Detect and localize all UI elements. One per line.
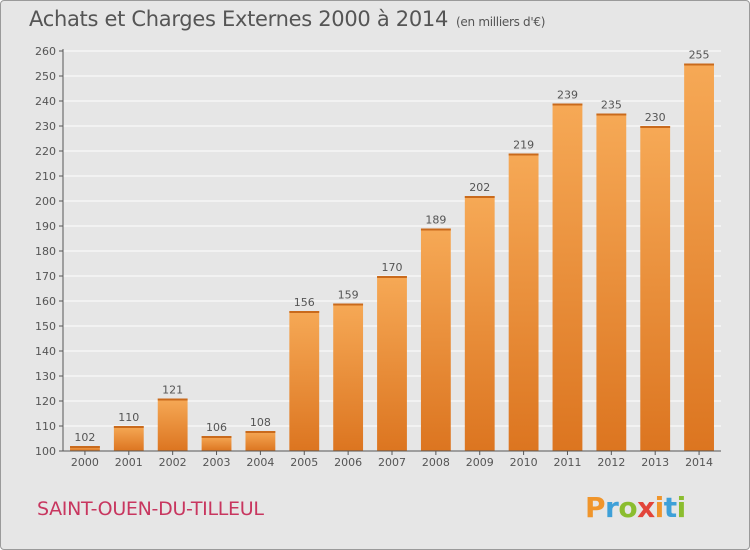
x-tick-label: 2011: [553, 456, 581, 469]
x-tick-label: 2005: [290, 456, 318, 469]
bar-top-edge: [464, 196, 495, 198]
x-tick-label: 2000: [71, 456, 99, 469]
proxiti-logo: Proxiti: [585, 491, 686, 524]
bar: [596, 113, 627, 451]
bar-value-label: 189: [425, 214, 446, 227]
bar: [377, 276, 407, 451]
bar-value-label: 108: [250, 416, 271, 429]
bar-value-label: 219: [513, 139, 534, 152]
bar-value-label: 230: [645, 111, 666, 124]
axes: [62, 49, 721, 452]
x-tick-label: 2007: [378, 456, 406, 469]
bar-top-edge: [552, 103, 583, 106]
bar-top-edge: [377, 276, 407, 278]
bar-top-edge: [640, 126, 671, 128]
x-tick-label: 2014: [685, 456, 713, 469]
bar: [333, 303, 364, 451]
bars: [70, 63, 714, 451]
bar: [464, 196, 495, 451]
x-tick-label: 2012: [597, 456, 625, 469]
bar-value-label: 110: [118, 411, 139, 424]
data-labels: 102 110 121 106 108 156 159 170 189 202 219 239 235 2…: [74, 49, 709, 445]
y-tick-label: 100: [35, 445, 56, 458]
bar: [552, 103, 583, 451]
y-tick-label: 170: [35, 270, 56, 283]
bar: [157, 398, 188, 451]
chart-title: Achats et Charges Externes 2000 à 2014 (e…: [29, 7, 545, 31]
y-tick-label: 260: [35, 45, 56, 58]
bar-top-edge: [420, 228, 451, 231]
bar-value-label: 106: [206, 421, 227, 434]
chart-subtitle: (en milliers d'€): [456, 15, 546, 29]
bar-top-edge: [70, 446, 100, 448]
bar-top-edge: [508, 153, 539, 156]
y-tick-label: 140: [35, 345, 56, 358]
y-tick-label: 130: [35, 370, 56, 383]
bar: [684, 63, 714, 451]
bar-value-label: 156: [294, 296, 315, 309]
bar-value-label: 235: [601, 99, 622, 112]
bar-value-label: 239: [557, 89, 578, 102]
bar-top-edge: [201, 436, 232, 438]
y-tick-label: 210: [35, 170, 56, 183]
bar-top-edge: [245, 431, 276, 433]
y-tick-label: 110: [35, 420, 56, 433]
bar: [640, 126, 671, 451]
bar-top-edge: [113, 426, 144, 428]
bar-top-edge: [596, 113, 627, 116]
x-tick-label: 2003: [203, 456, 231, 469]
x-tick-label: 2001: [115, 456, 143, 469]
y-tick-label: 200: [35, 195, 56, 208]
svg-text:Proxiti: Proxiti: [585, 491, 686, 524]
y-tick-label: 220: [35, 145, 56, 158]
x-tick-label: 2004: [246, 456, 274, 469]
y-tick-label: 150: [35, 320, 56, 333]
bar-value-label: 159: [338, 289, 359, 302]
x-tick-label: 2013: [641, 456, 669, 469]
bar-value-label: 170: [382, 261, 403, 274]
bar-value-label: 102: [74, 431, 95, 444]
y-tick-label: 180: [35, 245, 56, 258]
bar: [113, 426, 144, 451]
bar: [289, 311, 320, 451]
y-tick-label: 160: [35, 295, 56, 308]
y-axis-ticks: 100 110 120 130 140 150 160 170 180 190 200 210 220 2…: [35, 45, 63, 458]
x-tick-label: 2002: [159, 456, 187, 469]
x-axis-ticks: 2000 2001 2002 2003 2004 2005 2006 2007 2008 2009…: [71, 451, 713, 469]
y-tick-label: 120: [35, 395, 56, 408]
bar: [70, 446, 100, 451]
bar-top-edge: [157, 398, 188, 401]
bar: [420, 228, 451, 451]
bar: [508, 153, 539, 451]
x-tick-label: 2009: [466, 456, 494, 469]
y-tick-label: 230: [35, 120, 56, 133]
bar-top-edge: [684, 63, 714, 66]
bar-value-label: 255: [689, 49, 710, 62]
bar: [245, 431, 276, 451]
bar-value-label: 202: [469, 181, 490, 194]
y-tick-label: 190: [35, 220, 56, 233]
x-tick-label: 2008: [422, 456, 450, 469]
x-tick-label: 2010: [510, 456, 538, 469]
y-tick-label: 250: [35, 70, 56, 83]
bar-top-edge: [289, 311, 320, 313]
bar-value-label: 121: [162, 384, 183, 397]
bar: [201, 436, 232, 451]
location-label: SAINT-OUEN-DU-TILLEUL: [37, 498, 264, 520]
x-tick-label: 2006: [334, 456, 362, 469]
y-tick-label: 240: [35, 95, 56, 108]
bar-top-edge: [333, 303, 364, 306]
chart-title-text: Achats et Charges Externes 2000 à 2014: [29, 7, 449, 31]
